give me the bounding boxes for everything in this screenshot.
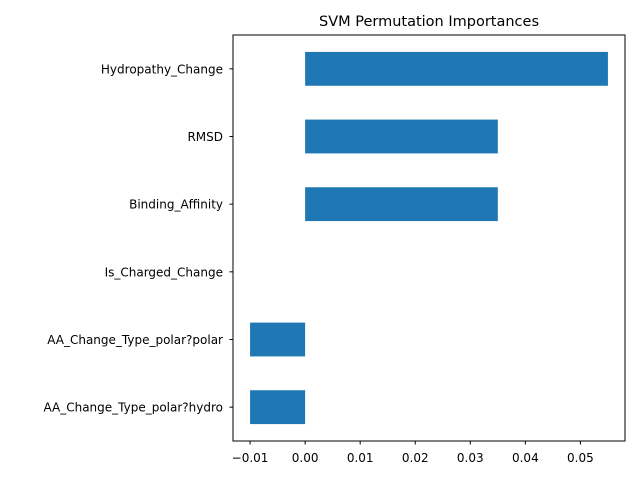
x-tick-label: 0.04 — [512, 451, 539, 465]
x-tick-label: 0.02 — [402, 451, 429, 465]
x-tick-label: 0.03 — [457, 451, 484, 465]
y-tick-label: Binding_Affinity — [129, 198, 223, 212]
x-tick-label: 0.00 — [292, 451, 319, 465]
x-tick-label: 0.05 — [567, 451, 594, 465]
plot-frame — [232, 34, 626, 442]
bar-5 — [250, 390, 306, 425]
y-axis-ticks: Hydropathy_Change RMSD Binding_Affinity Is_… — [43, 62, 233, 415]
y-tick-label: Hydropathy_Change — [101, 62, 223, 76]
x-tick-label: −0.01 — [232, 451, 269, 465]
y-tick-label: Is_Charged_Change — [105, 265, 223, 279]
bar-4 — [250, 322, 306, 357]
y-tick-label: RMSD — [187, 130, 223, 144]
chart-title: SVM Permutation Importances — [319, 14, 539, 30]
x-tick-label: 0.01 — [347, 451, 374, 465]
bar-2 — [305, 187, 498, 222]
y-tick-label: AA_Change_Type_polar?polar — [47, 333, 223, 347]
bar-0 — [305, 51, 608, 86]
y-tick-label: AA_Change_Type_polar?hydro — [43, 401, 223, 415]
bar-1 — [305, 119, 498, 154]
x-axis-ticks: −0.01 0.00 0.01 0.02 0.03 0.04 0.05 — [232, 441, 594, 465]
bar-group — [250, 51, 608, 425]
